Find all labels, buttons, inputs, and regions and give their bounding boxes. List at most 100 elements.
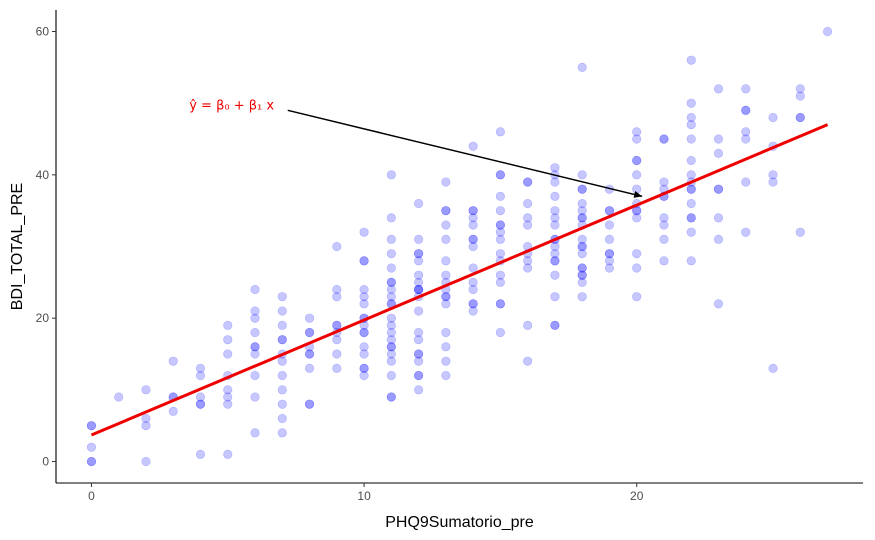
data-point <box>550 256 560 266</box>
data-point <box>414 284 424 295</box>
data-point <box>523 198 533 209</box>
data-point <box>441 370 451 381</box>
data-point <box>195 449 206 459</box>
data-point <box>577 277 587 287</box>
data-point <box>277 399 287 409</box>
data-point <box>659 234 669 244</box>
data-point <box>550 241 560 252</box>
data-point <box>141 421 151 431</box>
data-point <box>195 370 206 381</box>
data-point <box>741 127 751 137</box>
data-point <box>277 370 287 381</box>
data-point <box>741 84 751 94</box>
data-point <box>359 256 369 266</box>
y-axis-title: BDI_TOTAL_PRE <box>9 183 26 310</box>
data-point <box>577 206 587 216</box>
data-point <box>386 249 396 259</box>
data-point <box>114 392 124 402</box>
data-point <box>550 256 560 266</box>
data-point <box>550 191 560 201</box>
data-point <box>577 198 587 209</box>
data-point <box>250 342 260 352</box>
data-point <box>604 249 615 259</box>
data-point <box>386 170 396 180</box>
data-point <box>468 234 478 244</box>
data-point <box>550 320 560 330</box>
data-point <box>768 363 778 373</box>
data-point <box>577 270 587 280</box>
data-point <box>304 399 315 409</box>
data-point <box>86 456 97 467</box>
data-point <box>577 62 587 72</box>
x-tick-label: 0 <box>88 489 95 503</box>
data-point <box>577 184 587 194</box>
data-point <box>441 256 451 266</box>
data-point <box>523 220 533 230</box>
data-point <box>632 263 642 273</box>
data-point <box>741 227 751 237</box>
data-point <box>686 112 696 123</box>
data-point <box>659 177 669 187</box>
data-point <box>386 277 396 287</box>
data-point <box>223 392 233 402</box>
data-point <box>604 256 615 266</box>
data-point <box>632 155 642 166</box>
data-point <box>632 213 642 223</box>
data-point <box>304 349 315 359</box>
data-point <box>332 284 342 295</box>
data-point <box>86 421 97 431</box>
data-point <box>795 227 805 237</box>
annotation-arrow <box>287 109 643 198</box>
data-point <box>686 170 696 180</box>
data-point <box>223 335 233 345</box>
data-point <box>277 356 287 366</box>
data-point <box>250 370 260 381</box>
data-point <box>414 356 424 366</box>
data-point <box>304 327 315 338</box>
data-point <box>468 299 478 309</box>
data-point <box>141 385 151 395</box>
data-point <box>713 134 724 144</box>
data-point <box>686 184 696 194</box>
data-point <box>414 349 424 359</box>
data-point <box>632 184 642 194</box>
data-point <box>577 184 587 194</box>
data-point <box>359 227 369 237</box>
data-point <box>550 270 560 280</box>
data-point <box>550 177 560 187</box>
data-point <box>386 320 396 330</box>
data-point <box>713 184 724 194</box>
data-point <box>195 399 206 409</box>
data-point <box>414 256 424 266</box>
data-point <box>795 112 805 123</box>
data-point <box>577 241 587 252</box>
data-point <box>495 299 505 309</box>
data-point <box>523 320 533 330</box>
data-point <box>386 234 396 244</box>
data-point <box>414 270 424 280</box>
data-point <box>468 220 478 230</box>
data-point <box>713 184 724 194</box>
data-point <box>332 320 342 330</box>
data-point <box>550 292 560 302</box>
data-point <box>86 456 97 467</box>
data-point <box>713 148 724 158</box>
data-point <box>495 327 505 338</box>
annotation-arrowhead <box>633 191 643 198</box>
data-point <box>713 84 724 94</box>
data-point <box>741 105 751 115</box>
data-point <box>414 249 424 259</box>
data-point <box>495 220 505 230</box>
points-layer <box>86 26 833 467</box>
data-point <box>359 342 369 352</box>
data-point <box>168 406 178 416</box>
data-point <box>332 363 342 373</box>
data-point <box>386 370 396 381</box>
data-point <box>141 456 151 467</box>
data-point <box>441 299 451 309</box>
data-point <box>795 91 805 101</box>
data-point <box>659 134 669 144</box>
data-point <box>332 335 342 345</box>
data-point <box>468 206 478 216</box>
data-point <box>304 313 315 323</box>
